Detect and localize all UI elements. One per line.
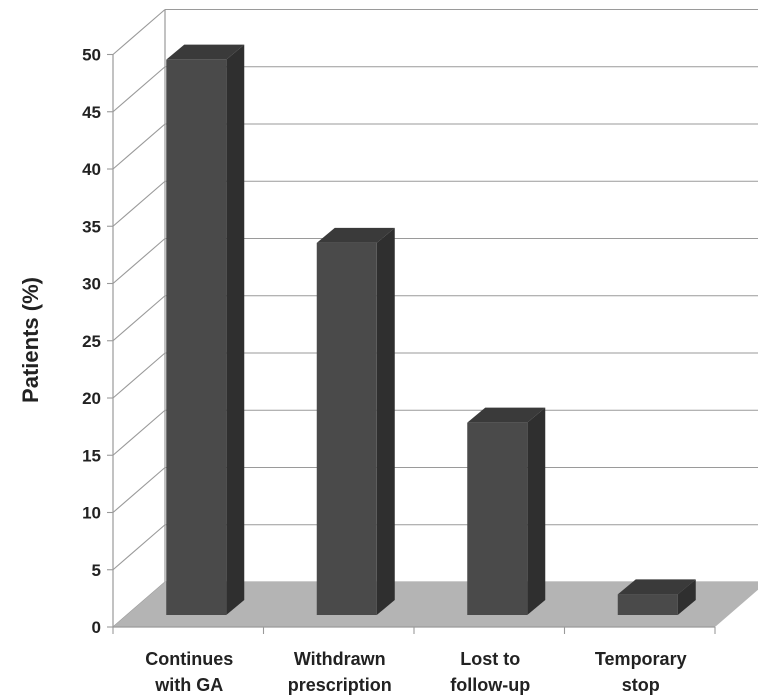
x-tick-label: Temporary stop xyxy=(595,649,687,695)
x-tick-label-line: with GA xyxy=(154,675,223,695)
y-tick-label: 10 xyxy=(82,504,101,523)
gridline-side xyxy=(112,409,166,456)
y-tick-label: 15 xyxy=(82,446,101,465)
bar-top xyxy=(467,407,546,423)
x-tick-label: Lost to follow-up xyxy=(450,649,530,695)
y-tick-label: 45 xyxy=(82,103,101,122)
x-tick-label: Continues with GA xyxy=(145,649,233,695)
y-tick-label: 25 xyxy=(82,332,101,351)
gridline-side xyxy=(112,524,166,571)
y-tick-label: 30 xyxy=(82,275,101,294)
x-tick-label-line: prescription xyxy=(288,675,392,695)
gridline-side xyxy=(112,352,166,399)
x-tick-label-line: Lost to xyxy=(460,649,520,669)
y-tick-labels: 0 5 10 15 20 25 30 35 40 45 50 xyxy=(82,46,101,638)
gridline-side xyxy=(112,123,166,170)
y-tick-label: 40 xyxy=(82,160,101,179)
y-tick-label: 35 xyxy=(82,217,101,236)
gridline-side xyxy=(112,66,166,113)
bar-top xyxy=(316,227,395,243)
y-tick-label: 20 xyxy=(82,389,101,408)
bar-front xyxy=(467,422,528,615)
gridline-side xyxy=(112,295,166,342)
bar-side xyxy=(376,227,395,615)
x-tick-label-line: stop xyxy=(622,675,660,695)
x-tick-labels: Continues with GA Withdrawn prescription Los… xyxy=(145,649,686,695)
bar-side xyxy=(226,44,245,616)
bar xyxy=(467,407,546,615)
y-tick-label: 0 xyxy=(92,618,101,637)
bar-side xyxy=(527,407,546,615)
bar xyxy=(617,579,696,615)
y-tick-label: 5 xyxy=(92,561,101,580)
bar-front xyxy=(166,59,227,616)
x-tick-label-line: follow-up xyxy=(450,675,530,695)
floor-plane xyxy=(113,582,758,627)
x-tick-label-line: Temporary xyxy=(595,649,687,669)
x-tick-label-line: Continues xyxy=(145,649,233,669)
gridline-side xyxy=(112,180,166,227)
bar-side xyxy=(677,579,696,615)
bar-front xyxy=(617,594,678,615)
x-tick-label: Withdrawn prescription xyxy=(288,649,392,695)
gridlines xyxy=(107,8,758,628)
bars xyxy=(166,44,696,616)
bar-top xyxy=(166,44,245,60)
bar xyxy=(316,227,395,615)
x-tick-label-line: Withdrawn xyxy=(294,649,386,669)
gridline-side xyxy=(112,238,166,284)
chart-floor xyxy=(112,582,758,634)
bar xyxy=(166,44,245,616)
y-axis-title: Patients (%) xyxy=(18,277,43,403)
y-tick-label: 50 xyxy=(82,46,101,65)
bar-top xyxy=(617,579,696,595)
bar-front xyxy=(316,242,377,615)
gridline-side xyxy=(112,467,166,513)
gridline-side xyxy=(112,9,166,55)
